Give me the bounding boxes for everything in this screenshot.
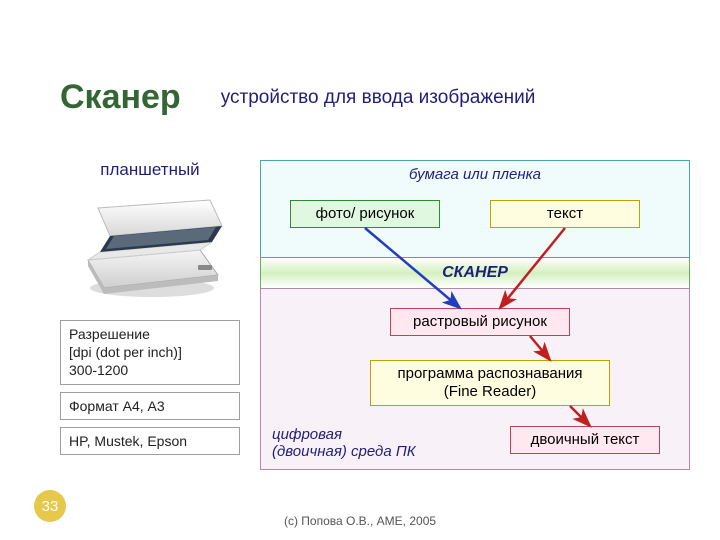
caption-bottom: цифровая (двоичная) среда ПК xyxy=(272,426,416,460)
left-column: планшетный Разрешение[dpi xyxy=(60,160,240,462)
caption-top: бумага или пленка xyxy=(260,166,690,183)
node-photo: фото/ рисунок xyxy=(290,200,440,228)
node-program: программа распознавания(Fine Reader) xyxy=(370,360,610,406)
footer-copyright: (с) Попова О.В., AME, 2005 xyxy=(0,514,720,528)
spec-box-1: Формат А4, А3 xyxy=(60,392,240,420)
spec-box-2: HP, Mustek, Epson xyxy=(60,427,240,455)
node-raster: растровый рисунок xyxy=(390,308,570,336)
scanner-illustration xyxy=(70,190,230,300)
flow-diagram: СКАНЕР бумага или пленка цифровая (двоич… xyxy=(260,160,690,470)
page-title: Сканер xyxy=(60,78,181,117)
diagram-mid-region: СКАНЕР xyxy=(260,258,690,288)
scanner-type-label: планшетный xyxy=(60,160,240,180)
spec-box-0: Разрешение[dpi (dot per inch)]300-1200 xyxy=(60,320,240,385)
node-binary: двоичный текст xyxy=(510,426,660,454)
scanner-band-label: СКАНЕР xyxy=(442,264,508,281)
spec-list: Разрешение[dpi (dot per inch)]300-1200 Фо… xyxy=(60,320,240,455)
node-text: текст xyxy=(490,200,640,228)
page-subtitle: устройство для ввода изображений xyxy=(221,87,536,109)
